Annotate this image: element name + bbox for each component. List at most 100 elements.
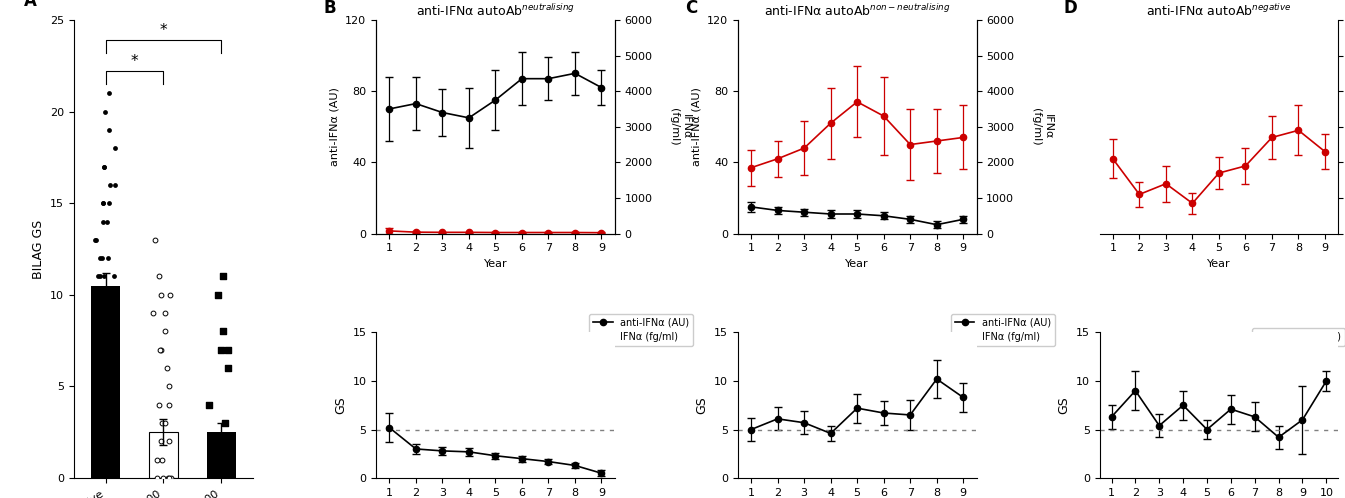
Point <box>218 364 239 372</box>
Point <box>85 236 106 244</box>
Point <box>93 328 114 336</box>
Y-axis label: anti-IFNα (AU): anti-IFNα (AU) <box>330 87 340 166</box>
Point <box>98 126 120 134</box>
Point <box>155 419 176 427</box>
Point <box>94 272 116 280</box>
Point <box>89 254 110 262</box>
Point <box>157 474 179 482</box>
Point <box>97 309 118 317</box>
Y-axis label: IFNα
(fg/ml): IFNα (fg/ml) <box>1032 108 1053 145</box>
Point <box>159 437 180 445</box>
Point <box>151 419 172 427</box>
Point <box>159 291 180 299</box>
Point <box>210 346 231 354</box>
Point <box>149 346 171 354</box>
Point <box>98 199 120 207</box>
Point <box>94 108 116 116</box>
Point <box>148 272 169 280</box>
Point <box>159 474 180 482</box>
Point <box>97 254 118 262</box>
Point <box>93 218 114 226</box>
Text: *: * <box>160 23 167 38</box>
Point <box>91 291 113 299</box>
Legend: IFNα (fg/ml): IFNα (fg/ml) <box>1252 329 1345 346</box>
Point <box>83 236 105 244</box>
Text: D: D <box>1064 0 1077 16</box>
Legend: anti-IFNα (AU), IFNα (fg/ml): anti-IFNα (AU), IFNα (fg/ml) <box>951 314 1056 346</box>
Point <box>83 382 105 390</box>
Point <box>95 291 117 299</box>
Bar <box>91 286 120 478</box>
Point <box>106 346 128 354</box>
X-axis label: Year: Year <box>846 259 869 269</box>
Point <box>144 236 165 244</box>
Y-axis label: anti-IFNα (AU): anti-IFNα (AU) <box>691 87 702 166</box>
Bar <box>149 432 178 478</box>
Point <box>94 162 116 170</box>
Point <box>198 401 219 409</box>
Point <box>100 364 121 372</box>
Legend: anti-IFNα (AU), IFNα (fg/ml): anti-IFNα (AU), IFNα (fg/ml) <box>589 314 694 346</box>
Point <box>207 291 229 299</box>
Text: C: C <box>686 0 698 16</box>
Point <box>93 199 114 207</box>
Text: A: A <box>24 0 36 10</box>
X-axis label: Year: Year <box>1206 259 1231 269</box>
Point <box>160 474 182 482</box>
Point <box>214 419 235 427</box>
Point <box>149 437 171 445</box>
Point <box>104 181 125 189</box>
Text: *: * <box>130 54 139 69</box>
Point <box>218 346 239 354</box>
Point <box>213 272 234 280</box>
Point <box>87 272 109 280</box>
Point <box>145 474 167 482</box>
Point <box>152 474 174 482</box>
Y-axis label: GS: GS <box>1057 396 1071 414</box>
Point <box>93 199 114 207</box>
Point <box>97 218 118 226</box>
Point <box>147 456 168 464</box>
Point <box>213 328 234 336</box>
Y-axis label: GS: GS <box>334 396 347 414</box>
Point <box>95 419 117 427</box>
Point <box>159 382 180 390</box>
Point <box>89 309 110 317</box>
Point <box>86 291 108 299</box>
Point <box>94 474 116 482</box>
Y-axis label: BILAG GS: BILAG GS <box>31 220 44 278</box>
Point <box>90 272 112 280</box>
Point <box>94 162 116 170</box>
Point <box>87 401 109 409</box>
Point <box>100 181 121 189</box>
X-axis label: Year: Year <box>484 259 507 269</box>
Bar <box>207 432 235 478</box>
Title: anti-IFNα autoAb$^{neutralising}$: anti-IFNα autoAb$^{neutralising}$ <box>416 3 574 19</box>
Point <box>143 309 164 317</box>
Point <box>156 364 178 372</box>
Point <box>95 346 117 354</box>
Point <box>98 89 120 97</box>
Point <box>155 328 176 336</box>
Point <box>100 437 121 445</box>
Point <box>148 401 169 409</box>
Point <box>159 401 180 409</box>
Point <box>91 254 113 262</box>
Text: B: B <box>324 0 336 16</box>
Point <box>151 291 172 299</box>
Point <box>155 309 176 317</box>
Point <box>89 364 110 372</box>
Point <box>104 144 125 152</box>
Point <box>91 328 113 336</box>
Point <box>97 382 118 390</box>
Point <box>104 272 125 280</box>
Point <box>95 291 117 299</box>
Point <box>93 474 114 482</box>
Point <box>95 456 117 464</box>
Title: anti-IFNα autoAb$^{negative}$: anti-IFNα autoAb$^{negative}$ <box>1146 3 1291 19</box>
Point <box>152 456 174 464</box>
Y-axis label: IFNα
(fg/ml): IFNα (fg/ml) <box>670 108 691 145</box>
Point <box>87 382 109 390</box>
Title: anti-IFNα autoAb$^{non-neutralising}$: anti-IFNα autoAb$^{non-neutralising}$ <box>764 3 951 19</box>
Y-axis label: GS: GS <box>695 396 709 414</box>
